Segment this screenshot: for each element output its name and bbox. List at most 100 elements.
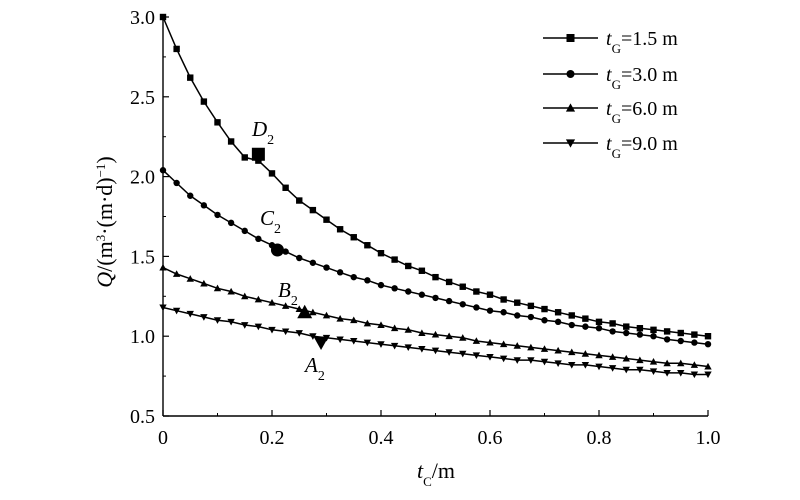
data-point — [568, 321, 575, 329]
data-point — [159, 263, 167, 271]
data-point — [431, 330, 440, 338]
data-point — [704, 333, 712, 340]
data-point — [255, 235, 262, 243]
y-axis-label: Q/(m3·(m·d)−1) — [92, 156, 117, 288]
data-point — [350, 338, 358, 345]
data-point — [282, 184, 289, 191]
data-point — [295, 305, 303, 313]
data-point — [432, 294, 439, 302]
data-point — [309, 259, 317, 266]
data-point — [336, 314, 344, 322]
data-point — [281, 302, 290, 309]
data-point — [214, 119, 221, 126]
data-point — [364, 277, 371, 284]
data-point — [364, 242, 371, 249]
data-point — [172, 307, 181, 315]
data-point — [540, 345, 549, 352]
data-point — [622, 354, 630, 362]
data-point — [568, 312, 575, 319]
data-point — [309, 308, 317, 316]
legend-label: tG=3.0 m — [606, 64, 678, 92]
data-point — [241, 322, 249, 329]
data-point — [159, 13, 167, 21]
data-point — [582, 315, 589, 322]
x-tick-label: 0.4 — [369, 427, 394, 449]
data-point — [459, 301, 466, 308]
data-point — [336, 336, 344, 344]
data-point — [690, 361, 699, 368]
data-point — [472, 337, 481, 344]
legend-label: tG=1.5 m — [606, 28, 678, 56]
y-tick-label: 2.0 — [130, 167, 155, 189]
data-point — [663, 359, 671, 367]
data-point — [391, 256, 398, 263]
data-point — [213, 317, 222, 324]
annotation-label: C2 — [260, 206, 281, 237]
data-point — [568, 348, 576, 356]
data-point — [445, 278, 453, 286]
data-point — [554, 309, 562, 316]
data-point — [500, 309, 507, 316]
data-point — [608, 365, 617, 372]
data-point — [650, 333, 657, 340]
data-point — [296, 254, 303, 262]
data-point — [527, 343, 535, 351]
data-point — [500, 296, 507, 303]
data-point — [513, 342, 521, 349]
annotation-label: A2 — [303, 353, 325, 384]
data-point — [432, 273, 439, 281]
data-point — [350, 234, 357, 241]
data-point — [390, 324, 399, 332]
data-point — [608, 353, 617, 360]
data-point — [527, 302, 535, 310]
x-tick-label: 0.6 — [478, 427, 503, 449]
x-tick-label: 0.8 — [587, 427, 612, 449]
data-point — [418, 329, 426, 336]
data-point — [499, 355, 508, 363]
data-point — [404, 344, 412, 352]
plot-area: 0 0.2 0.4 0.6 0.8 1.0 0.5 1.0 1.5 2.0 2.5 3.0 D2 C2 B2… — [130, 7, 721, 449]
data-point — [623, 329, 630, 337]
data-point — [172, 270, 181, 277]
data-point — [499, 340, 508, 348]
data-point — [486, 291, 494, 298]
data-point — [309, 333, 317, 340]
data-point — [691, 331, 698, 338]
data-point — [663, 369, 671, 377]
data-point — [541, 317, 548, 324]
data-point — [309, 206, 317, 214]
data-point — [350, 316, 358, 324]
data-point — [486, 307, 494, 314]
data-point — [636, 331, 644, 338]
data-point — [582, 323, 589, 330]
data-point — [377, 321, 385, 328]
annotation-label: B2 — [278, 278, 298, 309]
x-axis-label: tC/m — [417, 458, 455, 489]
data-point — [677, 369, 685, 377]
data-point — [459, 350, 467, 358]
data-point — [595, 363, 603, 371]
data-point — [636, 356, 644, 364]
data-point — [268, 326, 276, 334]
data-point — [418, 291, 426, 298]
legend-marker — [566, 34, 575, 42]
data-point — [241, 292, 249, 300]
data-point — [514, 299, 521, 306]
data-point — [336, 226, 344, 233]
data-point — [363, 319, 372, 327]
data-point — [704, 362, 712, 370]
data-point — [541, 305, 548, 313]
data-point — [704, 340, 712, 348]
legend-marker — [565, 103, 576, 112]
data-point — [473, 304, 480, 311]
legend-label: tG=9.0 m — [606, 133, 678, 161]
data-point — [677, 359, 685, 367]
data-point — [200, 279, 208, 287]
data-point — [282, 248, 289, 255]
data-point — [391, 285, 398, 292]
data-point — [377, 281, 385, 289]
y-tick-label: 3.0 — [130, 7, 155, 29]
data-point — [595, 325, 603, 332]
data-point — [418, 346, 426, 353]
data-point — [186, 275, 194, 282]
